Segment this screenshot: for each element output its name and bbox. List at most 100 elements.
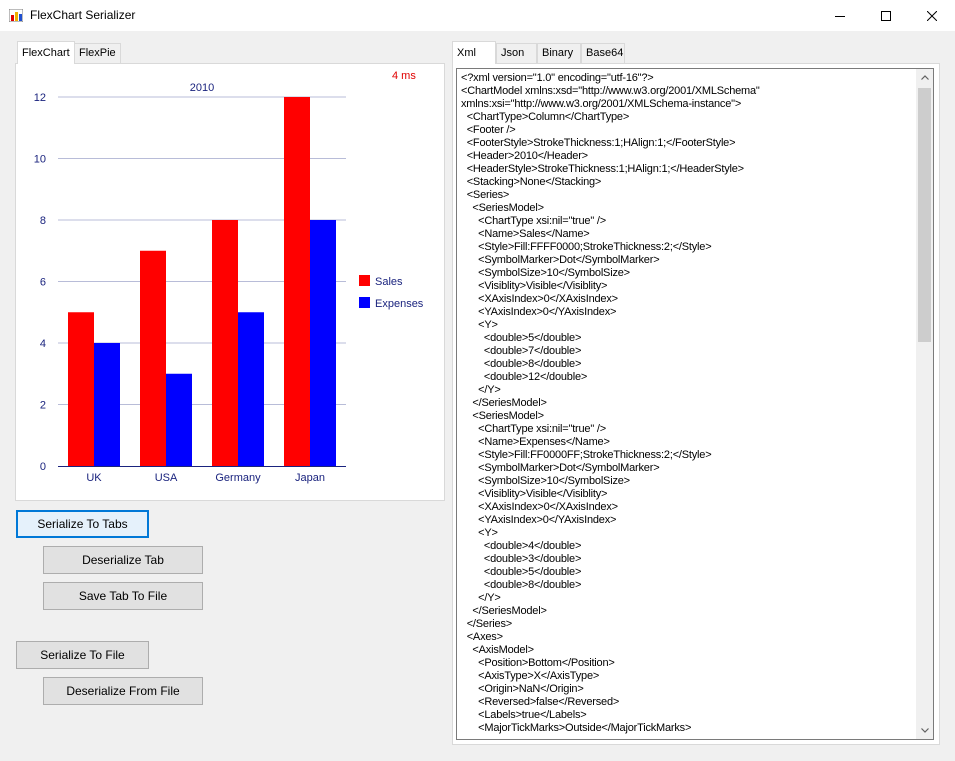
- scroll-up-button[interactable]: [916, 69, 933, 86]
- xml-line: <Style>Fill:FF0000FF;StrokeThickness:2;<…: [461, 449, 712, 461]
- chart-title: 2010: [190, 82, 214, 94]
- y-tick-label: 12: [34, 92, 46, 104]
- x-tick-label: Japan: [295, 472, 325, 484]
- xml-line: <Footer />: [461, 124, 516, 136]
- y-tick-label: 0: [40, 461, 46, 473]
- render-time-label: 4 ms: [392, 70, 416, 82]
- xml-line: <Stacking>None</Stacking>: [461, 176, 602, 188]
- xml-line: <double>8</double>: [461, 358, 582, 370]
- xml-line: <ChartModel xmlns:xsd="http://www.w3.org…: [461, 85, 760, 97]
- xml-line: xmlns:xsi="http://www.w3.org/2001/XMLSch…: [461, 98, 742, 110]
- xml-line: <SeriesModel>: [461, 410, 544, 422]
- deserialize-tab-button[interactable]: Deserialize Tab: [43, 546, 203, 574]
- chevron-down-icon: [920, 728, 929, 733]
- xml-line: <YAxisIndex>0</YAxisIndex>: [461, 306, 617, 318]
- bar-sales-usa: [140, 250, 166, 466]
- tab-flexpie[interactable]: FlexPie: [74, 43, 121, 63]
- xml-line: <Visiblity>Visible</Visiblity>: [461, 280, 608, 292]
- xml-line: <double>8</double>: [461, 579, 582, 591]
- chart-tabstrip: FlexChart FlexPie: [15, 41, 215, 65]
- xml-line: </Y>: [461, 592, 501, 604]
- serialize-to-file-button[interactable]: Serialize To File: [16, 641, 149, 669]
- serialize-to-tabs-button[interactable]: Serialize To Tabs: [16, 510, 149, 538]
- vertical-scrollbar[interactable]: [916, 69, 933, 739]
- xml-line: <Position>Bottom</Position>: [461, 657, 615, 669]
- xml-line: <YAxisIndex>0</YAxisIndex>: [461, 514, 617, 526]
- chart-panel: 2010 0 2 4 6 8 10 12 UK USA Germany Japan Sales Expen…: [15, 63, 445, 501]
- xml-line: <Style>Fill:FFFF0000;StrokeThickness:2;<…: [461, 241, 712, 253]
- xml-line: <Reversed>false</Reversed>: [461, 696, 620, 708]
- xml-line: <AxisModel>: [461, 644, 534, 656]
- xml-line: <Header>2010</Header>: [461, 150, 588, 162]
- close-button[interactable]: [909, 0, 955, 31]
- maximize-button[interactable]: [863, 0, 909, 31]
- xml-content: <?xml version="1.0" encoding="utf-16"?> <…: [461, 72, 916, 735]
- chevron-up-icon: [920, 75, 929, 80]
- legend-label: Sales: [375, 276, 403, 288]
- xml-line: <?xml version="1.0" encoding="utf-16"?>: [461, 72, 654, 84]
- xml-line: <ChartType xsi:nil="true" />: [461, 423, 606, 435]
- xml-line: <SymbolMarker>Dot</SymbolMarker>: [461, 254, 660, 266]
- x-tick-label: UK: [86, 472, 102, 484]
- bar-expenses-uk: [94, 343, 120, 466]
- scroll-thumb[interactable]: [918, 88, 931, 342]
- xml-line: </Y>: [461, 384, 501, 396]
- xml-line: <ChartType xsi:nil="true" />: [461, 215, 606, 227]
- legend-swatch-sales: [359, 275, 370, 286]
- deserialize-from-file-button[interactable]: Deserialize From File: [43, 677, 203, 705]
- save-tab-to-file-button[interactable]: Save Tab To File: [43, 582, 203, 610]
- xml-line: <Labels>true</Labels>: [461, 709, 587, 721]
- tab-binary[interactable]: Binary: [537, 43, 581, 63]
- xml-line: <double>5</double>: [461, 566, 582, 578]
- xml-line: <SymbolSize>10</SymbolSize>: [461, 267, 630, 279]
- xml-line: <double>7</double>: [461, 345, 582, 357]
- xml-line: <Name>Sales</Name>: [461, 228, 590, 240]
- xml-line: <AxisType>X</AxisType>: [461, 670, 600, 682]
- tab-flexchart[interactable]: FlexChart: [17, 41, 75, 64]
- xml-line: <ChartType>Column</ChartType>: [461, 111, 630, 123]
- bar-expenses-japan: [310, 220, 336, 466]
- xml-line: <Series>: [461, 189, 510, 201]
- xml-line: <Visiblity>Visible</Visiblity>: [461, 488, 608, 500]
- y-tick-label: 4: [40, 338, 46, 350]
- bar-expenses-usa: [166, 373, 192, 466]
- y-tick-label: 2: [40, 400, 46, 412]
- xml-line: <SeriesModel>: [461, 202, 544, 214]
- xml-line: <Y>: [461, 319, 498, 331]
- tab-base64[interactable]: Base64: [581, 43, 625, 63]
- xml-line: <Name>Expenses</Name>: [461, 436, 610, 448]
- xml-line: <double>5</double>: [461, 332, 582, 344]
- title-bar: FlexChart Serializer: [0, 0, 955, 31]
- tab-json[interactable]: Json: [496, 43, 537, 63]
- x-tick-label: USA: [155, 472, 178, 484]
- xml-line: <double>3</double>: [461, 553, 582, 565]
- xml-line: <FooterStyle>StrokeThickness:1;HAlign:1;…: [461, 137, 736, 149]
- xml-line: <MajorTickMarks>Outside</MajorTickMarks>: [461, 722, 692, 734]
- y-tick-label: 10: [34, 154, 46, 166]
- close-icon: [927, 10, 937, 21]
- xml-line: <double>12</double>: [461, 371, 588, 383]
- maximize-icon: [881, 10, 891, 21]
- format-tabstrip: Xml Json Binary Base64: [452, 41, 652, 65]
- minimize-button[interactable]: [817, 0, 863, 31]
- xml-line: <Y>: [461, 527, 498, 539]
- column-chart: 2010 0 2 4 6 8 10 12 UK USA Germany Japan Sales Expen…: [34, 82, 424, 484]
- bar-expenses-germany: [238, 312, 264, 466]
- xml-line: <Origin>NaN</Origin>: [461, 683, 584, 695]
- bar-sales-germany: [212, 220, 238, 466]
- tab-xml[interactable]: Xml: [452, 41, 496, 64]
- y-tick-label: 6: [40, 277, 46, 289]
- x-tick-label: Germany: [215, 472, 261, 484]
- xml-line: <XAxisIndex>0</XAxisIndex>: [461, 293, 618, 305]
- xml-output-textbox[interactable]: <?xml version="1.0" encoding="utf-16"?> <…: [456, 68, 934, 740]
- bar-sales-japan: [284, 97, 310, 466]
- legend-label: Expenses: [375, 298, 424, 310]
- legend-swatch-expenses: [359, 297, 370, 308]
- xml-line: <HeaderStyle>StrokeThickness:1;HAlign:1;…: [461, 163, 744, 175]
- window-title: FlexChart Serializer: [30, 8, 136, 22]
- xml-line: </SeriesModel>: [461, 397, 547, 409]
- scroll-down-button[interactable]: [916, 722, 933, 739]
- minimize-icon: [835, 15, 845, 17]
- bar-sales-uk: [68, 312, 94, 466]
- xml-line: </SeriesModel>: [461, 605, 547, 617]
